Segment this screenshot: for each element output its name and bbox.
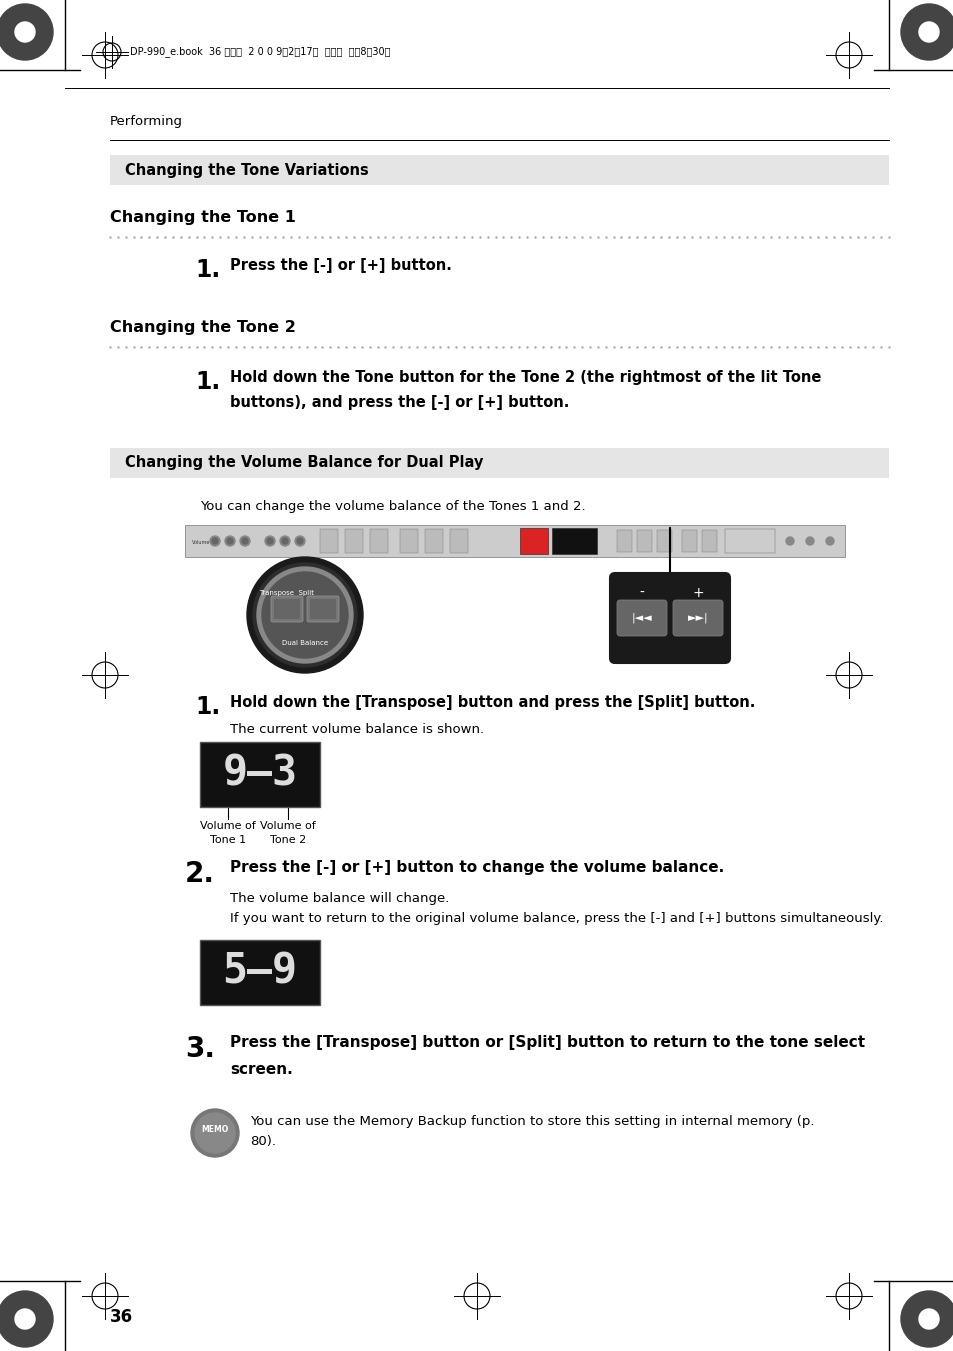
Text: You can change the volume balance of the Tones 1 and 2.: You can change the volume balance of the… <box>200 500 585 513</box>
Text: |◄◄: |◄◄ <box>631 613 652 623</box>
Text: 2.: 2. <box>185 861 214 888</box>
Bar <box>345 530 363 553</box>
Text: The current volume balance is shown.: The current volume balance is shown. <box>230 723 483 736</box>
Bar <box>724 530 774 553</box>
Text: Tone 1: Tone 1 <box>210 835 246 844</box>
Circle shape <box>212 538 218 544</box>
Bar <box>319 530 337 553</box>
FancyBboxPatch shape <box>609 573 729 663</box>
Circle shape <box>191 1109 239 1156</box>
Text: 3.: 3. <box>185 1035 214 1063</box>
Circle shape <box>256 567 353 663</box>
Bar <box>552 528 597 554</box>
Text: 1.: 1. <box>194 694 220 719</box>
Circle shape <box>294 536 305 546</box>
Bar <box>200 742 319 807</box>
Text: The volume balance will change.: The volume balance will change. <box>230 892 449 905</box>
Text: Volume of: Volume of <box>200 821 255 831</box>
Text: ►►|: ►►| <box>687 613 707 623</box>
Circle shape <box>194 1113 234 1152</box>
Circle shape <box>247 557 363 673</box>
Text: MEMO: MEMO <box>201 1124 229 1133</box>
Text: Volume of: Volume of <box>260 821 315 831</box>
Circle shape <box>280 536 290 546</box>
Text: buttons), and press the [-] or [+] button.: buttons), and press the [-] or [+] butto… <box>230 394 569 409</box>
Bar <box>519 528 547 554</box>
Circle shape <box>253 563 356 667</box>
Circle shape <box>785 536 793 544</box>
Bar <box>110 155 888 185</box>
Text: Changing the Volume Balance for Dual Play: Changing the Volume Balance for Dual Pla… <box>125 455 483 470</box>
Circle shape <box>225 536 234 546</box>
Circle shape <box>265 536 274 546</box>
Text: +: + <box>692 586 703 600</box>
Text: 80).: 80). <box>250 1135 275 1148</box>
Text: You can use the Memory Backup function to store this setting in internal memory : You can use the Memory Backup function t… <box>250 1115 814 1128</box>
Circle shape <box>825 536 833 544</box>
FancyBboxPatch shape <box>274 598 299 619</box>
Text: Hold down the [Transpose] button and press the [Split] button.: Hold down the [Transpose] button and pre… <box>230 694 755 711</box>
Text: 36: 36 <box>110 1308 133 1325</box>
Bar <box>701 530 717 553</box>
Circle shape <box>918 22 938 42</box>
Bar <box>110 449 888 478</box>
FancyBboxPatch shape <box>617 600 666 636</box>
Text: Dual Balance: Dual Balance <box>282 640 328 646</box>
Text: Hold down the Tone button for the Tone 2 (the rightmost of the lit Tone: Hold down the Tone button for the Tone 2… <box>230 370 821 385</box>
Circle shape <box>918 1309 938 1329</box>
Text: Changing the Tone 1: Changing the Tone 1 <box>110 209 295 226</box>
Circle shape <box>15 1309 35 1329</box>
Circle shape <box>227 538 233 544</box>
Bar <box>617 530 631 553</box>
Circle shape <box>296 538 303 544</box>
Text: Changing the Tone Variations: Changing the Tone Variations <box>125 162 369 177</box>
Text: Press the [-] or [+] button to change the volume balance.: Press the [-] or [+] button to change th… <box>230 861 723 875</box>
Bar <box>200 940 319 1005</box>
Bar <box>657 530 671 553</box>
Text: 1.: 1. <box>194 370 220 394</box>
Bar <box>424 530 442 553</box>
Circle shape <box>900 1292 953 1347</box>
Text: 1.: 1. <box>194 258 220 282</box>
Bar <box>637 530 651 553</box>
Text: 5–9: 5–9 <box>222 951 297 993</box>
Text: screen.: screen. <box>230 1062 293 1077</box>
Circle shape <box>15 22 35 42</box>
Text: Transpose  Split: Transpose Split <box>259 590 314 596</box>
Bar <box>681 530 697 553</box>
Circle shape <box>0 1292 53 1347</box>
Circle shape <box>805 536 813 544</box>
FancyBboxPatch shape <box>672 600 722 636</box>
Circle shape <box>900 4 953 59</box>
Bar <box>370 530 388 553</box>
Circle shape <box>242 538 248 544</box>
Text: DP-990_e.book  36 ページ  2 0 0 9年2月17日  火曜日  午前8時30分: DP-990_e.book 36 ページ 2 0 0 9年2月17日 火曜日 午… <box>130 46 390 58</box>
Circle shape <box>282 538 288 544</box>
Text: Volume: Volume <box>192 540 211 546</box>
Text: Press the [Transpose] button or [Split] button to return to the tone select: Press the [Transpose] button or [Split] … <box>230 1035 864 1050</box>
Text: -: - <box>639 586 644 600</box>
FancyBboxPatch shape <box>307 596 338 621</box>
Circle shape <box>210 536 220 546</box>
FancyBboxPatch shape <box>310 598 335 619</box>
Circle shape <box>267 538 273 544</box>
Text: If you want to return to the original volume balance, press the [-] and [+] butt: If you want to return to the original vo… <box>230 912 882 925</box>
Text: 9–3: 9–3 <box>222 753 297 794</box>
Bar <box>399 530 417 553</box>
Circle shape <box>240 536 250 546</box>
Text: Performing: Performing <box>110 115 183 128</box>
FancyBboxPatch shape <box>271 596 303 621</box>
Text: Press the [-] or [+] button.: Press the [-] or [+] button. <box>230 258 452 273</box>
Circle shape <box>0 4 53 59</box>
Text: Changing the Tone 2: Changing the Tone 2 <box>110 320 295 335</box>
Bar <box>185 526 844 557</box>
Bar <box>450 530 468 553</box>
Circle shape <box>262 571 348 658</box>
Text: Tone 2: Tone 2 <box>270 835 306 844</box>
